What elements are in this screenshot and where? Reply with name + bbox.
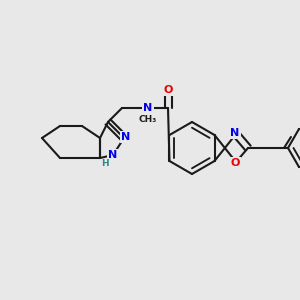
Text: H: H (101, 160, 109, 169)
Text: O: O (230, 158, 240, 168)
Text: CH₃: CH₃ (139, 116, 157, 124)
Text: N: N (122, 132, 130, 142)
Text: N: N (143, 103, 153, 113)
Text: O: O (163, 85, 173, 95)
Text: N: N (108, 150, 118, 160)
Text: N: N (230, 128, 240, 138)
